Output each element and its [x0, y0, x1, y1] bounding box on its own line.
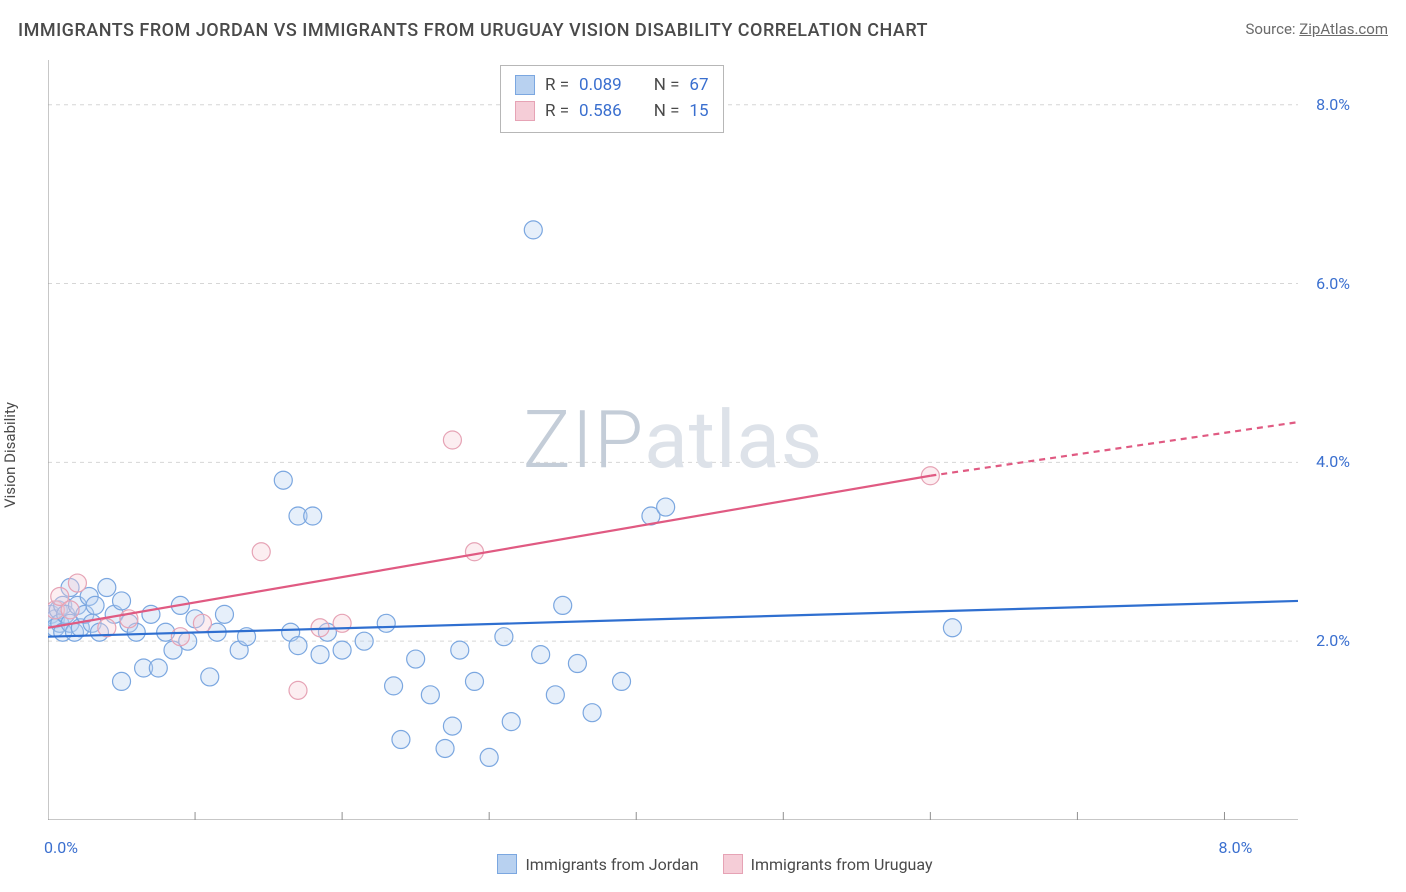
stats-row-jordan: R = 0.089 N = 67	[515, 72, 709, 98]
y-tick-label: 2.0%	[1316, 631, 1350, 650]
legend-swatch	[497, 854, 517, 874]
n-label: N =	[654, 72, 680, 98]
legend-swatch	[515, 75, 535, 95]
source-link[interactable]: ZipAtlas.com	[1299, 20, 1388, 38]
n-value: 67	[689, 72, 708, 98]
chart-plot-area: ZIPatlas R = 0.089N = 67R = 0.586N = 15 …	[48, 60, 1298, 820]
chart-svg	[48, 60, 1298, 820]
r-value: 0.586	[579, 98, 622, 124]
n-label: N =	[654, 98, 680, 124]
legend-label-uruguay: Immigrants from Uruguay	[751, 855, 933, 874]
r-label: R =	[545, 72, 569, 98]
y-axis-label: Vision Disability	[1, 402, 19, 508]
correlation-stats-box: R = 0.089 N = 67 R = 0.586 N = 15	[500, 65, 724, 133]
series-legend: Immigrants from Jordan Immigrants from Ur…	[0, 854, 1406, 874]
chart-title: IMMIGRANTS FROM JORDAN VS IMMIGRANTS FRO…	[18, 20, 928, 41]
source-prefix: Source:	[1245, 20, 1299, 38]
n-value: 15	[689, 98, 708, 124]
y-tick-label: 8.0%	[1316, 95, 1350, 114]
legend-swatch	[515, 101, 535, 121]
legend-label-jordan: Immigrants from Jordan	[525, 855, 698, 874]
stats-row-uruguay: R = 0.586 N = 15	[515, 98, 709, 124]
r-label: R =	[545, 98, 569, 124]
legend-swatch	[723, 854, 743, 874]
chart-header: IMMIGRANTS FROM JORDAN VS IMMIGRANTS FRO…	[18, 20, 1388, 41]
y-tick-label: 6.0%	[1316, 274, 1350, 293]
r-value: 0.089	[579, 72, 622, 98]
y-tick-label: 4.0%	[1316, 452, 1350, 471]
chart-source: Source: ZipAtlas.com	[1245, 20, 1388, 38]
